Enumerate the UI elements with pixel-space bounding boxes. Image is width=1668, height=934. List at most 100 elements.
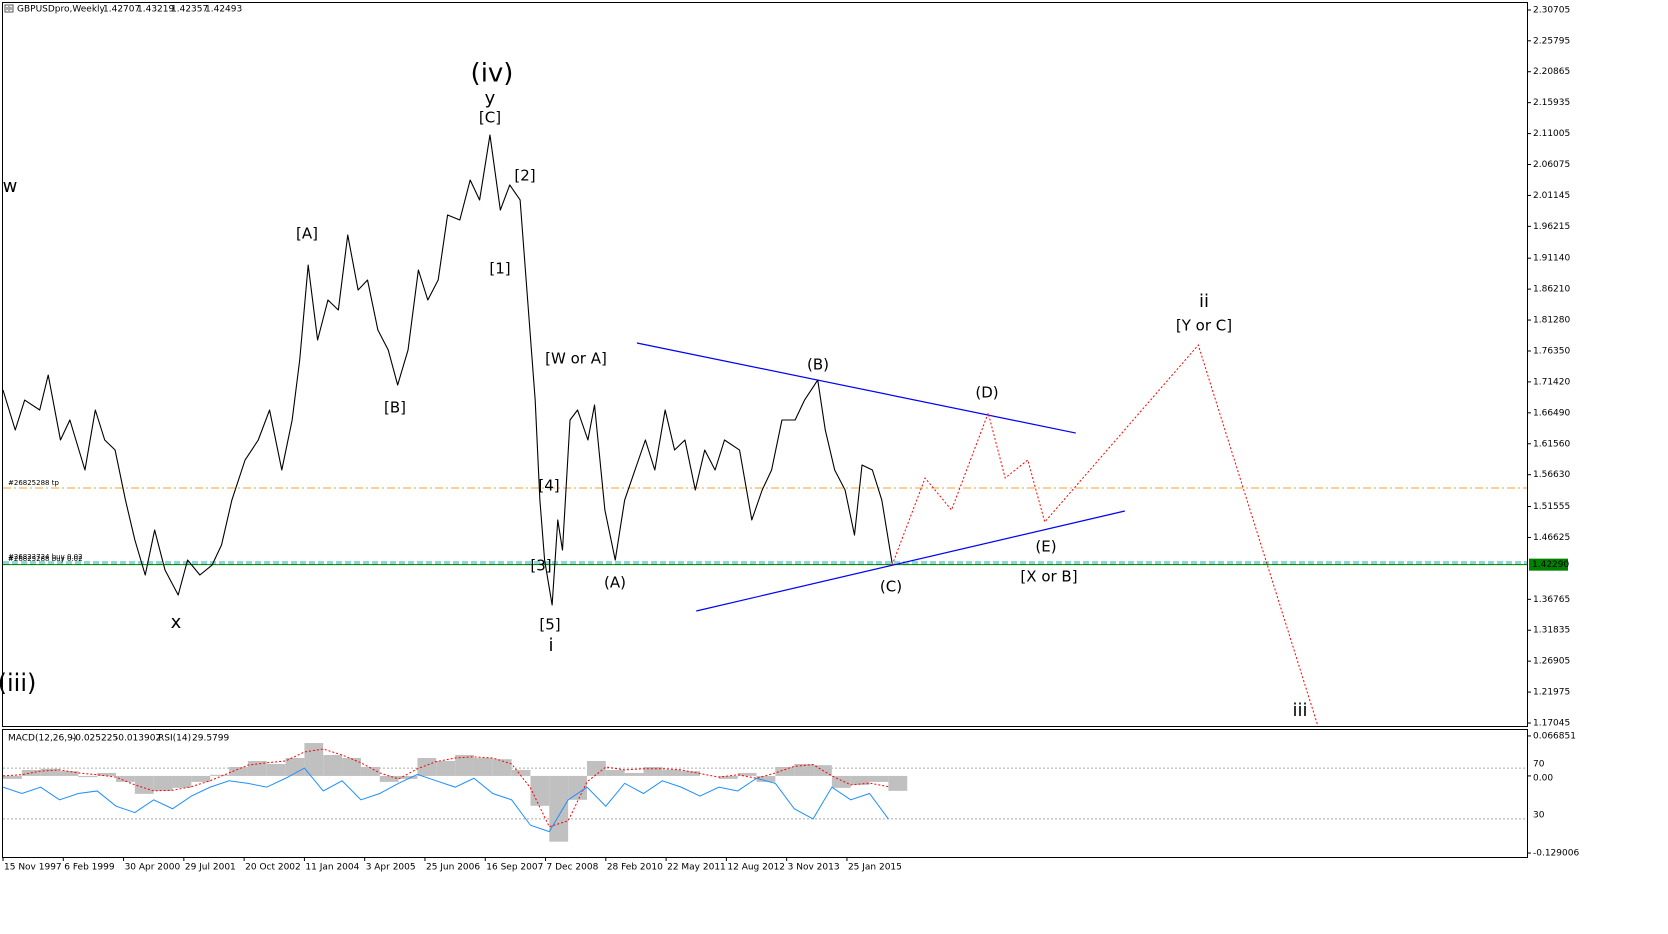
macd-bar	[59, 771, 79, 776]
wave-label: [B]	[384, 399, 406, 417]
y-tick-label: 1.26905	[1533, 657, 1570, 667]
order-label: #26825288 tp	[8, 479, 59, 487]
x-tick-label: 25 Jan 2015	[848, 863, 902, 873]
y-tick-label: 1.81280	[1533, 316, 1570, 326]
macd-bar	[134, 775, 154, 794]
wave-label: x	[171, 612, 182, 633]
x-tick-label: 22 May 2011	[667, 863, 726, 873]
x-tick-label: 3 Apr 2005	[366, 863, 416, 873]
wave-label: [C]	[479, 109, 501, 127]
macd-bar	[473, 757, 493, 776]
price-line	[3, 134, 893, 606]
projection-line	[891, 344, 1319, 726]
macd-bar	[737, 772, 757, 776]
order-label: #26823724 buy 0.02	[8, 553, 83, 561]
y-tick-label: 2.01145	[1533, 191, 1570, 201]
macd-bar	[97, 772, 117, 776]
x-tick-label: 6 Feb 1999	[64, 863, 115, 873]
y-tick-label: 1.46625	[1533, 533, 1570, 543]
y-tick-label: 1.51555	[1533, 502, 1570, 512]
wave-label: [X or B]	[1020, 568, 1077, 586]
wave-label: iii	[1292, 700, 1307, 721]
y-tick-label: 1.76350	[1533, 346, 1570, 356]
macd-bar	[436, 760, 456, 776]
rsi-title: RSI(14)	[158, 734, 191, 744]
wave-label: [2]	[514, 167, 535, 185]
price-frame	[2, 2, 1528, 727]
y-tick-label: 1.96215	[1533, 222, 1570, 232]
wave-label: [1]	[489, 260, 510, 278]
order-label: #26825288 buy 0.02	[8, 555, 83, 563]
wave-label: (C)	[880, 578, 902, 596]
macd-bar	[78, 775, 98, 778]
macd-bar	[191, 775, 211, 782]
wave-label: y	[485, 88, 496, 109]
y-tick-label: 1.66490	[1533, 408, 1570, 418]
macd-bar	[662, 769, 682, 776]
wave-label: (E)	[1035, 538, 1056, 556]
x-tick-label: 15 Nov 1997	[4, 863, 62, 873]
quote-low: 1.42357	[171, 5, 208, 15]
macd-bar	[756, 775, 776, 782]
y-tick-label: 2.06075	[1533, 160, 1570, 170]
macd-bar	[643, 766, 663, 776]
y-tick-label: 2.25795	[1533, 36, 1570, 46]
x-tick-label: 12 Aug 2012	[727, 863, 785, 873]
macd-bar	[624, 772, 644, 776]
x-tick-label: 25 Jun 2006	[426, 863, 480, 873]
macd-signal-value: -0.013902	[115, 734, 161, 744]
wave-label: [5]	[539, 616, 560, 634]
quote-open: 1.42707	[103, 5, 140, 15]
macd-title: MACD(12,26,9)	[8, 734, 76, 744]
macd-bar	[285, 757, 305, 776]
x-tick-label: 30 Apr 2000	[125, 863, 181, 873]
wave-label: w	[3, 176, 18, 197]
y-tick-label: 1.17045	[1533, 719, 1570, 729]
y-tick-label: 1.61560	[1533, 439, 1570, 449]
y-tick-label: 1.31835	[1533, 626, 1570, 636]
macd-bar	[888, 775, 908, 791]
wave-label: (B)	[807, 356, 829, 374]
quote-close: 1.42493	[205, 5, 242, 15]
x-tick-label: 29 Jul 2001	[185, 863, 236, 873]
wave-label: (A)	[604, 574, 626, 592]
wave-label: (iv)	[471, 59, 514, 89]
chart-title: GBPUSDpro,Weekly	[17, 5, 106, 15]
rsi-line	[2, 767, 889, 833]
wave-label: [A]	[296, 225, 318, 243]
wave-label: (D)	[975, 384, 998, 402]
macd-bar	[40, 768, 60, 776]
macd-bar	[379, 775, 399, 782]
macd-bar	[417, 757, 437, 776]
trendline	[636, 342, 1076, 434]
rsi-tick-label: 70	[1533, 760, 1545, 770]
wave-label: i	[548, 635, 553, 656]
macd-bar	[586, 760, 606, 776]
macd-bar	[681, 771, 701, 776]
macd-bar	[116, 775, 135, 782]
current-price-box	[1529, 558, 1568, 571]
x-tick-label: 28 Feb 2010	[607, 863, 663, 873]
wave-label: (iii)	[0, 669, 36, 697]
symbol-icon	[4, 4, 14, 13]
macd-bar	[492, 759, 512, 776]
macd-bar	[229, 766, 248, 776]
quote-high: 1.43219	[137, 5, 174, 15]
macd-bar	[153, 775, 173, 791]
macd-tick-label: 0.066851	[1533, 731, 1576, 741]
y-tick-label: 1.71420	[1533, 377, 1570, 387]
y-tick-label: 1.36765	[1533, 595, 1570, 605]
macd-bar	[342, 757, 361, 776]
macd-bar	[172, 775, 192, 788]
macd-bar	[718, 775, 738, 779]
macd-bar	[360, 766, 380, 776]
wave-label: ii	[1199, 291, 1209, 312]
macd-bar	[530, 775, 550, 806]
y-tick-label: 2.20865	[1533, 67, 1570, 77]
macd-value: -0.025225	[72, 734, 118, 744]
y-tick-label: 1.86210	[1533, 285, 1570, 295]
macd-bar	[511, 769, 531, 776]
x-tick-label: 16 Sep 2007	[486, 863, 543, 873]
indicator-frame	[2, 729, 1528, 858]
macd-bar	[775, 766, 795, 776]
